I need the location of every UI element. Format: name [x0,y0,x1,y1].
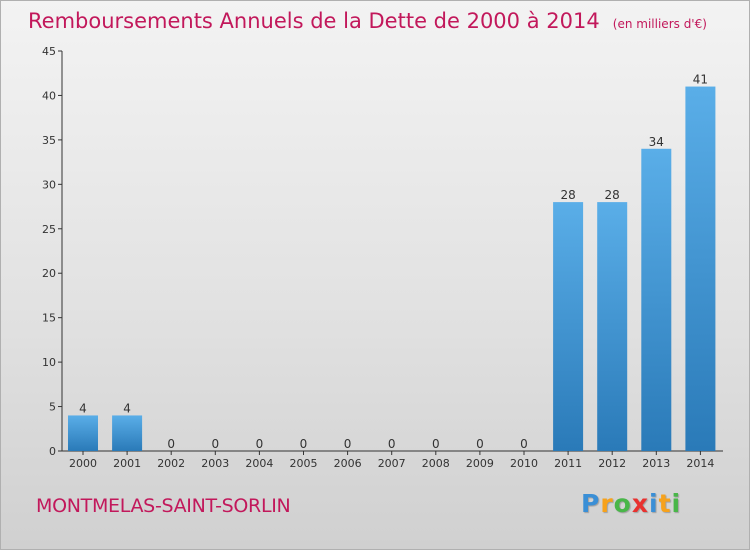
place-name: MONTMELAS-SAINT-SORLIN [36,495,291,517]
logo-letter: P [581,489,601,518]
bar-value-label: 0 [211,437,219,451]
y-tick-label: 0 [49,445,56,458]
bar-value-label: 28 [605,188,620,202]
x-tick-label: 2006 [334,457,362,470]
bar-value-label: 0 [388,437,396,451]
x-tick-label: 2014 [686,457,714,470]
y-tick-label: 10 [42,356,56,369]
logo-letter: i [649,489,659,518]
bar-value-label: 0 [520,437,528,451]
bar-value-label: 0 [344,437,352,451]
x-tick-label: 2002 [157,457,185,470]
x-tick-label: 2011 [554,457,582,470]
bar-value-label: 34 [649,135,664,149]
y-tick-label: 20 [42,267,56,280]
proxiti-logo: Proxiti [581,489,681,518]
chart-title-row: Remboursements Annuels de la Dette de 20… [28,9,707,33]
bar-value-label: 4 [79,401,87,415]
bar-value-label: 0 [256,437,264,451]
bar-value-label: 0 [476,437,484,451]
logo-letter: t [658,489,672,518]
x-tick-label: 2000 [69,457,97,470]
y-tick-label: 40 [42,89,56,102]
bar [68,415,98,451]
logo-letter: i [671,489,682,518]
bar [112,415,143,451]
logo-letter: o [613,489,632,518]
bar-value-label: 0 [300,437,308,451]
x-tick-label: 2007 [378,457,406,470]
x-tick-label: 2010 [510,457,538,470]
bar-value-label: 0 [167,437,175,451]
x-tick-label: 2004 [245,457,273,470]
x-tick-label: 2009 [466,457,494,470]
logo-letter: r [600,489,614,518]
x-tick-label: 2005 [290,457,318,470]
bar [553,202,584,451]
logo-letter: x [631,489,649,518]
bar-value-label: 28 [560,188,575,202]
bar-value-label: 4 [123,401,131,415]
y-tick-label: 35 [42,134,56,147]
bar-value-label: 41 [693,73,708,87]
y-tick-label: 15 [42,312,56,325]
y-tick-label: 30 [42,178,56,191]
x-tick-label: 2003 [201,457,229,470]
x-tick-label: 2013 [642,457,670,470]
bar [597,202,628,451]
y-tick-label: 5 [49,401,56,414]
x-tick-label: 2008 [422,457,450,470]
chart-title: Remboursements Annuels de la Dette de 20… [28,9,600,33]
x-tick-label: 2012 [598,457,626,470]
y-tick-label: 45 [42,45,56,58]
unit-note: (en milliers d'€) [612,17,707,31]
x-tick-label: 2001 [113,457,141,470]
bar [685,86,716,452]
bar [641,148,672,451]
y-tick-label: 25 [42,223,56,236]
bar-value-label: 0 [432,437,440,451]
